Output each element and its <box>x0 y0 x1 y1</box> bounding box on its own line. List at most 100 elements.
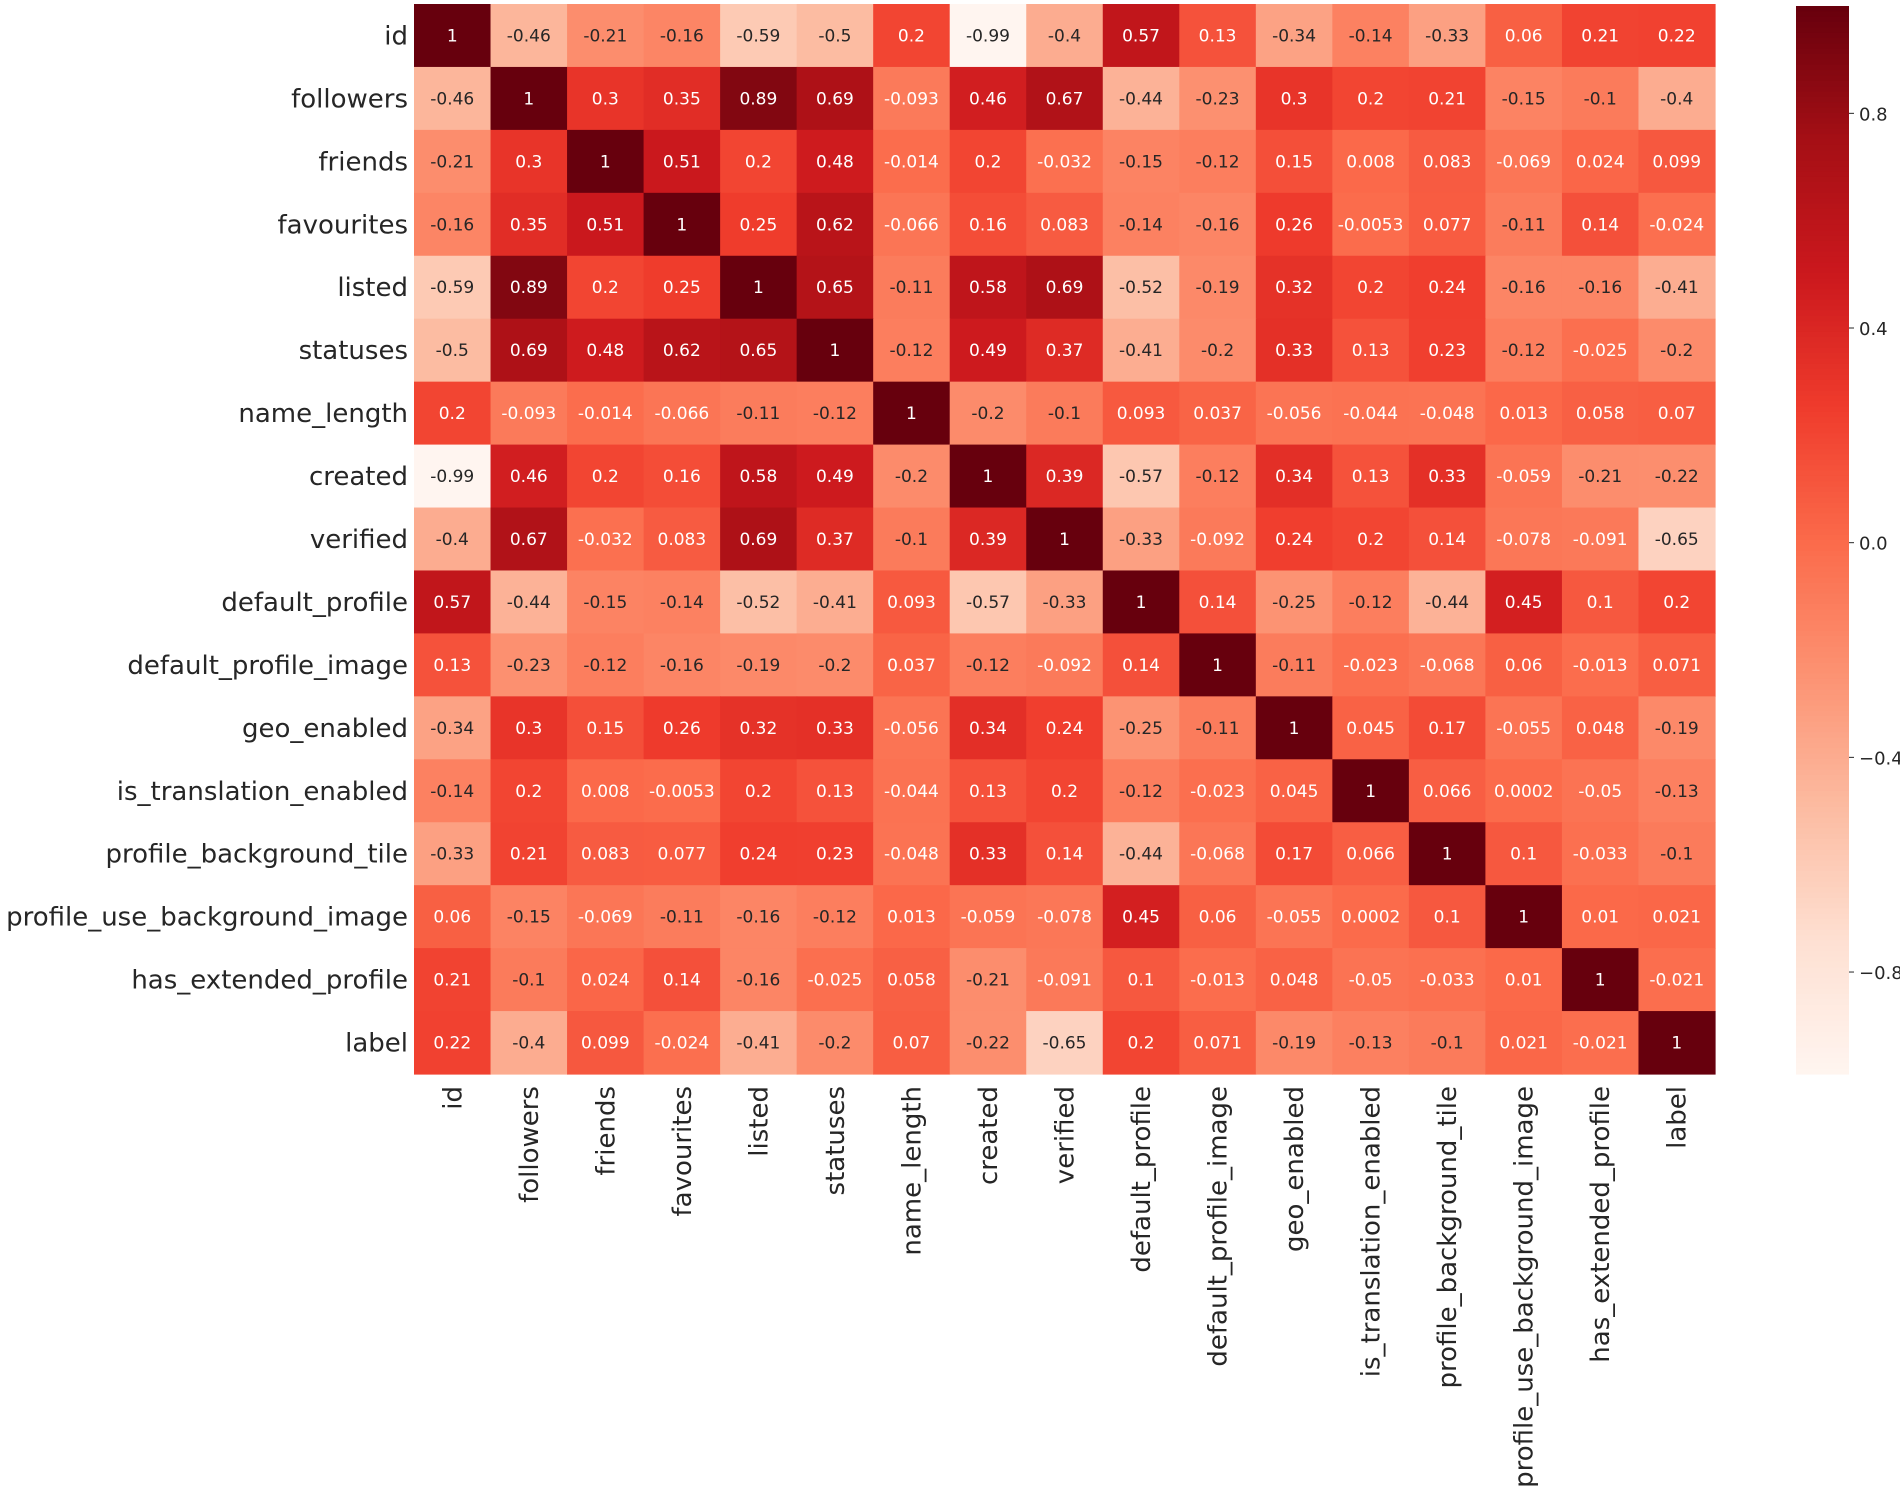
heatmap-cell <box>490 444 568 509</box>
cell-value-label: -0.12 <box>1349 593 1393 613</box>
colorbar-segment <box>1796 326 1849 333</box>
heatmap-cell <box>414 1011 492 1075</box>
cell-value-label: -0.14 <box>660 593 704 613</box>
heatmap-cell <box>1255 696 1333 760</box>
cell-value-label: -0.024 <box>1649 215 1704 235</box>
heatmap-cell <box>1179 192 1257 257</box>
cell-value-label: 0.45 <box>1505 593 1543 613</box>
colorbar-segment <box>1796 390 1849 397</box>
heatmap-cell <box>873 1011 951 1075</box>
cell-value-label: 0.58 <box>739 467 777 487</box>
cell-value-label: 0.14 <box>1046 845 1084 865</box>
cell-value-label: 0.06 <box>1505 656 1543 676</box>
colorbar-segment <box>1796 593 1849 600</box>
colorbar-segment <box>1796 860 1849 867</box>
cell-value-label: -0.1 <box>1584 89 1617 109</box>
cell-value-label: 0.67 <box>510 530 548 550</box>
cell-value-label: -0.46 <box>430 89 474 109</box>
heatmap-cell <box>490 759 568 823</box>
cell-value-label: -0.025 <box>808 971 863 991</box>
colorbar-segment <box>1796 951 1849 958</box>
cell-value-label: 1 <box>1365 782 1376 802</box>
heatmap-cell <box>1102 948 1180 1012</box>
cell-value-label: 0.23 <box>1428 341 1466 361</box>
colorbar-segment <box>1796 64 1849 71</box>
cell-value-label: 0.071 <box>1193 1034 1242 1054</box>
colorbar-segment <box>1796 780 1849 787</box>
colorbar-segment <box>1796 353 1849 360</box>
colorbar-segment <box>1796 22 1849 28</box>
heatmap-cell <box>873 696 951 760</box>
cell-value-label: -0.21 <box>966 971 1010 991</box>
cell-value-label: -0.21 <box>583 26 627 46</box>
cell-value-label: 0.49 <box>969 341 1007 361</box>
cell-value-label: -0.044 <box>884 782 939 802</box>
colorbar-segment <box>1796 881 1849 888</box>
colorbar-segment <box>1796 705 1849 712</box>
cell-value-label: -0.055 <box>1496 719 1551 739</box>
colorbar-segment <box>1796 1020 1849 1027</box>
heatmap-cell <box>1102 444 1180 509</box>
heatmap-cell <box>796 948 874 1012</box>
cell-value-label: -0.091 <box>1573 530 1628 550</box>
heatmap-cell <box>567 4 645 68</box>
heatmap-cell <box>1485 759 1563 823</box>
colorbar-segment <box>1796 118 1849 125</box>
cell-value-label: -0.21 <box>430 152 474 172</box>
heatmap-cell <box>720 4 798 68</box>
heatmap-cell <box>1408 633 1487 697</box>
colorbar-segment <box>1796 150 1849 157</box>
heatmap-cell <box>490 948 568 1012</box>
heatmap-cell <box>1561 4 1640 68</box>
colorbar-segment <box>1796 865 1849 872</box>
heatmap-cell <box>1561 66 1640 131</box>
cell-value-label: 0.65 <box>739 341 777 361</box>
cell-value-label: -0.1 <box>512 971 545 991</box>
colorbar-segment <box>1796 972 1849 979</box>
heatmap-cell <box>1408 192 1487 257</box>
cell-value-label: -0.12 <box>1502 341 1546 361</box>
heatmap-cell <box>643 633 721 697</box>
colorbar-segment <box>1796 876 1849 883</box>
cell-value-label: 1 <box>523 89 534 109</box>
heatmap-cell <box>949 444 1027 509</box>
colorbar-segment <box>1796 689 1849 696</box>
colorbar-segment <box>1796 673 1849 680</box>
heatmap-cell <box>949 255 1027 320</box>
row-label: geo_enabled <box>242 714 408 744</box>
heatmap-cell <box>720 885 798 949</box>
cell-value-label: -0.033 <box>1573 845 1628 865</box>
heatmap-cell <box>1332 1011 1410 1075</box>
heatmap-cell <box>1561 570 1640 635</box>
cell-value-label: -0.11 <box>736 404 780 424</box>
colorbar-segment <box>1796 6 1849 12</box>
heatmap-cell <box>567 633 645 697</box>
heatmap-cell <box>796 696 874 760</box>
colorbar-segment <box>1796 892 1849 899</box>
cell-value-label: 0.2 <box>592 278 619 298</box>
cell-value-label: -0.032 <box>1037 152 1092 172</box>
cell-value-label: 0.33 <box>969 845 1007 865</box>
heatmap-cell <box>1179 4 1257 68</box>
cell-value-label: 0.093 <box>1117 404 1166 424</box>
column-label: default_profile <box>1127 1086 1157 1273</box>
colorbar-segment <box>1796 102 1849 109</box>
colorbar-segment <box>1796 742 1849 749</box>
cell-value-label: -0.11 <box>889 278 933 298</box>
heatmap-cell <box>796 192 874 257</box>
heatmap-cell <box>720 192 798 257</box>
colorbar-segment <box>1796 27 1849 34</box>
heatmap-cell <box>949 129 1027 194</box>
heatmap-cell <box>414 759 492 823</box>
colorbar: 0.8 0.4 0.0 −0.4 −0.8 <box>1796 6 1900 1075</box>
heatmap-cell <box>1408 255 1487 320</box>
cell-value-label: -0.014 <box>578 404 633 424</box>
heatmap-cell <box>796 507 874 572</box>
heatmap-cell <box>796 318 874 383</box>
cell-value-label: 0.021 <box>1499 1034 1548 1054</box>
cell-value-label: -0.066 <box>884 215 939 235</box>
cell-value-label: 0.49 <box>816 467 854 487</box>
cell-value-label: 0.013 <box>1499 404 1548 424</box>
cell-value-label: -0.44 <box>507 593 551 613</box>
heatmap-cell <box>720 1011 798 1075</box>
